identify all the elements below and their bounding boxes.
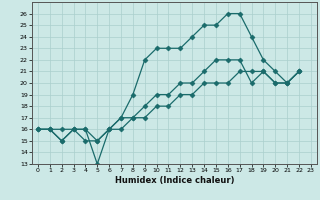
X-axis label: Humidex (Indice chaleur): Humidex (Indice chaleur) <box>115 176 234 185</box>
